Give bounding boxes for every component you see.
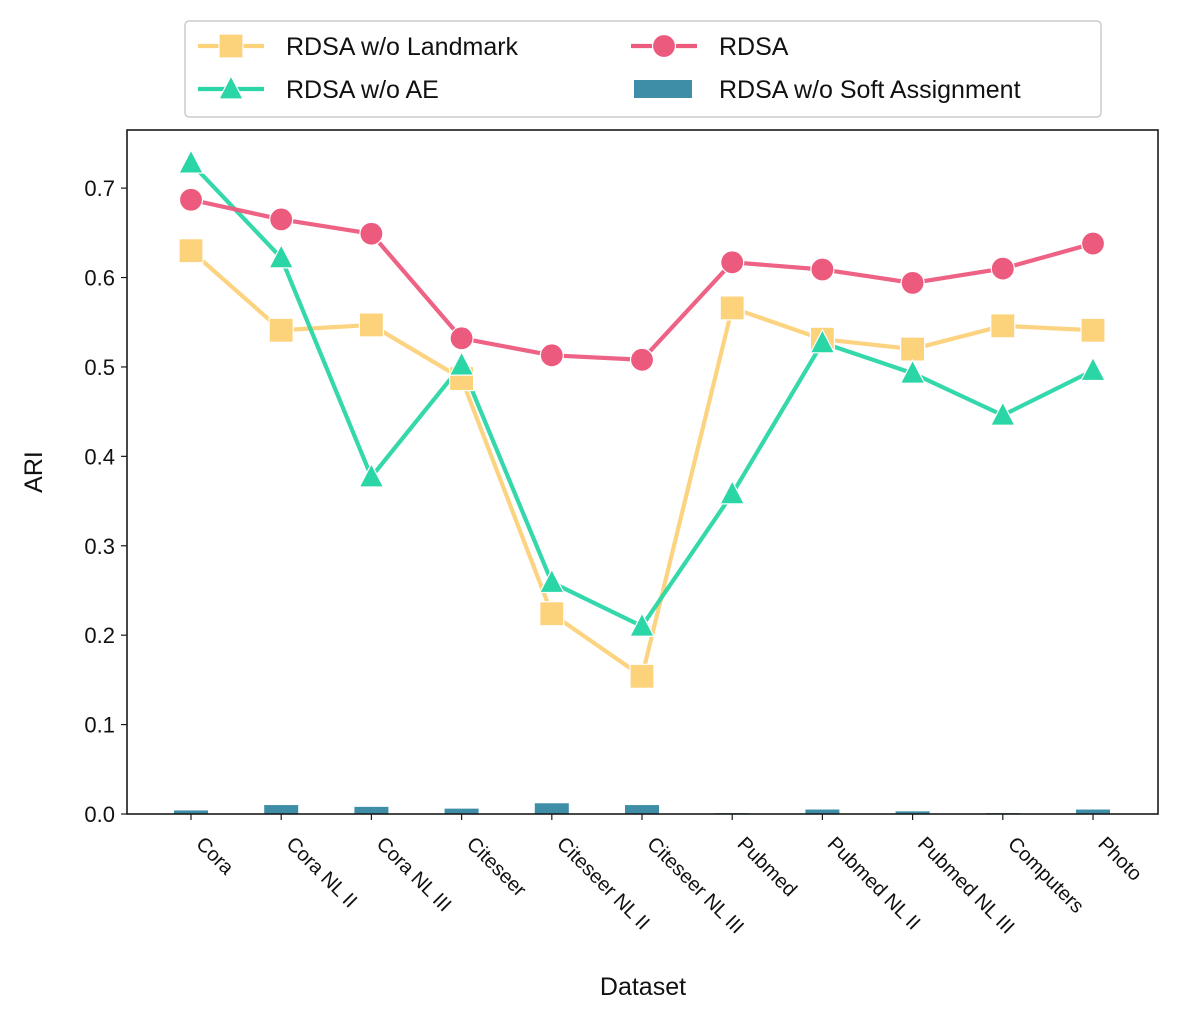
legend-label-rdsa: RDSA bbox=[719, 33, 789, 61]
plot-frame bbox=[126, 129, 1159, 815]
bar-rdsa-w-o-soft-assignment-pubmed-nl-iii bbox=[895, 811, 930, 814]
legend-entry-rdsa-w-o-landmark: RDSA w/o Landmark bbox=[198, 33, 519, 61]
y-tick-label: 0.6 bbox=[84, 266, 115, 291]
legend-swatch-rdsa-w-o-soft-assignment bbox=[634, 80, 692, 98]
point-rdsa-w-o-landmark-computers bbox=[990, 313, 1016, 339]
point-rdsa-cora bbox=[178, 187, 204, 212]
y-tick-label: 0.3 bbox=[84, 534, 115, 559]
point-rdsa-pubmed-nl-ii bbox=[810, 257, 835, 282]
legend-marker-rdsa-w-o-landmark bbox=[218, 33, 244, 59]
legend: RDSA w/o Landmark RDSA RDSA w/o AE RDSA w/o… bbox=[184, 20, 1102, 118]
legend-box bbox=[184, 20, 1102, 118]
x-tick-label-citeseer: Citeseer bbox=[462, 833, 530, 901]
point-rdsa-cora-nl-ii bbox=[269, 207, 294, 232]
point-rdsa-w-o-landmark-cora-nl-iii bbox=[358, 312, 384, 338]
y-tick-label: 0.5 bbox=[84, 355, 115, 380]
bar-rdsa-w-o-soft-assignment-citeseer-nl-iii bbox=[625, 805, 659, 814]
x-tick-label-citeseer-nl-iii: Citeseer NL III bbox=[642, 833, 747, 938]
x-axis: Cora Cora NL II Cora NL III Citeseer Citesee… bbox=[190, 814, 1146, 938]
x-tick-label-pubmed-nl-ii: Pubmed NL II bbox=[823, 833, 925, 935]
point-rdsa-computers bbox=[990, 256, 1015, 281]
point-rdsa-w-o-ae-cora-nl-iii bbox=[358, 462, 385, 488]
point-rdsa-photo bbox=[1080, 231, 1106, 256]
point-rdsa-citeseer bbox=[449, 326, 474, 351]
x-tick-label-citeseer-nl-ii: Citeseer NL II bbox=[552, 833, 653, 934]
legend-label-rdsa-w-o-soft-assignment: RDSA w/o Soft Assignment bbox=[719, 76, 1021, 104]
x-tick-label-pubmed-nl-iii: Pubmed NL III bbox=[913, 833, 1018, 938]
point-rdsa-w-o-ae-photo bbox=[1080, 356, 1106, 382]
x-tick-label-pubmed: Pubmed bbox=[733, 833, 801, 901]
point-rdsa-w-o-ae-cora bbox=[178, 148, 204, 174]
line-rdsa-w-o-ae bbox=[189, 161, 1094, 629]
y-tick-label: 0.0 bbox=[84, 802, 115, 827]
point-rdsa-w-o-ae-pubmed-nl-iii bbox=[899, 358, 926, 384]
y-tick-label: 0.7 bbox=[84, 176, 115, 201]
legend-marker-rdsa bbox=[651, 33, 677, 59]
x-tick-label-cora-nl-ii: Cora NL II bbox=[282, 833, 361, 912]
legend-label-rdsa-w-o-landmark: RDSA w/o Landmark bbox=[286, 33, 519, 61]
y-axis-title: ARI bbox=[20, 451, 48, 493]
bar-series-group bbox=[174, 803, 1110, 814]
x-tick-label-computers: Computers bbox=[1003, 833, 1088, 918]
bar-rdsa-w-o-soft-assignment-cora-nl-iii bbox=[354, 806, 389, 814]
point-rdsa-w-o-ae-cora-nl-ii bbox=[268, 243, 295, 269]
legend-label-rdsa-w-o-ae: RDSA w/o AE bbox=[286, 76, 439, 104]
point-rdsa-w-o-landmark-citeseer-nl-iii bbox=[629, 663, 655, 689]
point-rdsa-citeseer-nl-ii bbox=[539, 343, 564, 368]
y-tick-label: 0.2 bbox=[84, 623, 115, 648]
x-tick-label-photo: Photo bbox=[1093, 833, 1146, 886]
plot-area bbox=[126, 129, 1159, 815]
point-rdsa-pubmed bbox=[720, 250, 745, 275]
point-rdsa-w-o-landmark-pubmed bbox=[719, 295, 745, 321]
marker-group bbox=[178, 148, 1106, 689]
point-rdsa-w-o-ae-citeseer bbox=[448, 350, 475, 376]
point-rdsa-w-o-landmark-cora-nl-ii bbox=[268, 317, 294, 343]
line-series-group bbox=[189, 161, 1094, 679]
point-rdsa-w-o-ae-computers bbox=[989, 400, 1016, 426]
bar-rdsa-w-o-soft-assignment-citeseer bbox=[444, 808, 479, 814]
bar-rdsa-w-o-soft-assignment-citeseer-nl-ii bbox=[534, 803, 569, 814]
legend-entry-rdsa-w-o-soft-assignment: RDSA w/o Soft Assignment bbox=[634, 76, 1021, 104]
point-rdsa-w-o-ae-citeseer-nl-iii bbox=[629, 611, 655, 637]
y-tick-label: 0.1 bbox=[84, 713, 115, 738]
y-tick-label: 0.4 bbox=[84, 444, 115, 469]
y-axis: 0.0 0.1 0.2 0.3 0.4 0.5 0.6 0.7 bbox=[84, 176, 127, 827]
point-rdsa-w-o-ae-citeseer-nl-ii bbox=[538, 568, 565, 594]
legend-entry-rdsa-w-o-ae: RDSA w/o AE bbox=[198, 74, 439, 104]
point-rdsa-w-o-landmark-cora bbox=[178, 238, 204, 264]
bar-rdsa-w-o-soft-assignment-pubmed-nl-ii bbox=[805, 809, 840, 814]
x-tick-label-cora: Cora bbox=[191, 833, 238, 880]
point-rdsa-w-o-ae-pubmed-nl-ii bbox=[809, 328, 836, 354]
point-rdsa-w-o-ae-pubmed bbox=[719, 479, 746, 505]
bar-rdsa-w-o-soft-assignment-photo bbox=[1076, 809, 1110, 814]
x-tick-label-cora-nl-iii: Cora NL III bbox=[372, 833, 455, 916]
legend-entry-rdsa: RDSA bbox=[631, 33, 789, 61]
bar-rdsa-w-o-soft-assignment-cora-nl-ii bbox=[264, 805, 299, 814]
point-rdsa-w-o-landmark-pubmed-nl-iii bbox=[899, 336, 926, 362]
legend-marker-rdsa-w-o-ae bbox=[218, 74, 244, 100]
point-rdsa-w-o-landmark-citeseer-nl-ii bbox=[539, 601, 565, 627]
point-rdsa-cora-nl-iii bbox=[359, 221, 384, 246]
point-rdsa-w-o-landmark-photo bbox=[1080, 317, 1106, 343]
bar-rdsa-w-o-soft-assignment-cora bbox=[174, 810, 208, 814]
point-rdsa-citeseer-nl-iii bbox=[629, 347, 655, 372]
point-rdsa-pubmed-nl-iii bbox=[900, 270, 925, 295]
x-axis-title: Dataset bbox=[600, 973, 686, 1001]
